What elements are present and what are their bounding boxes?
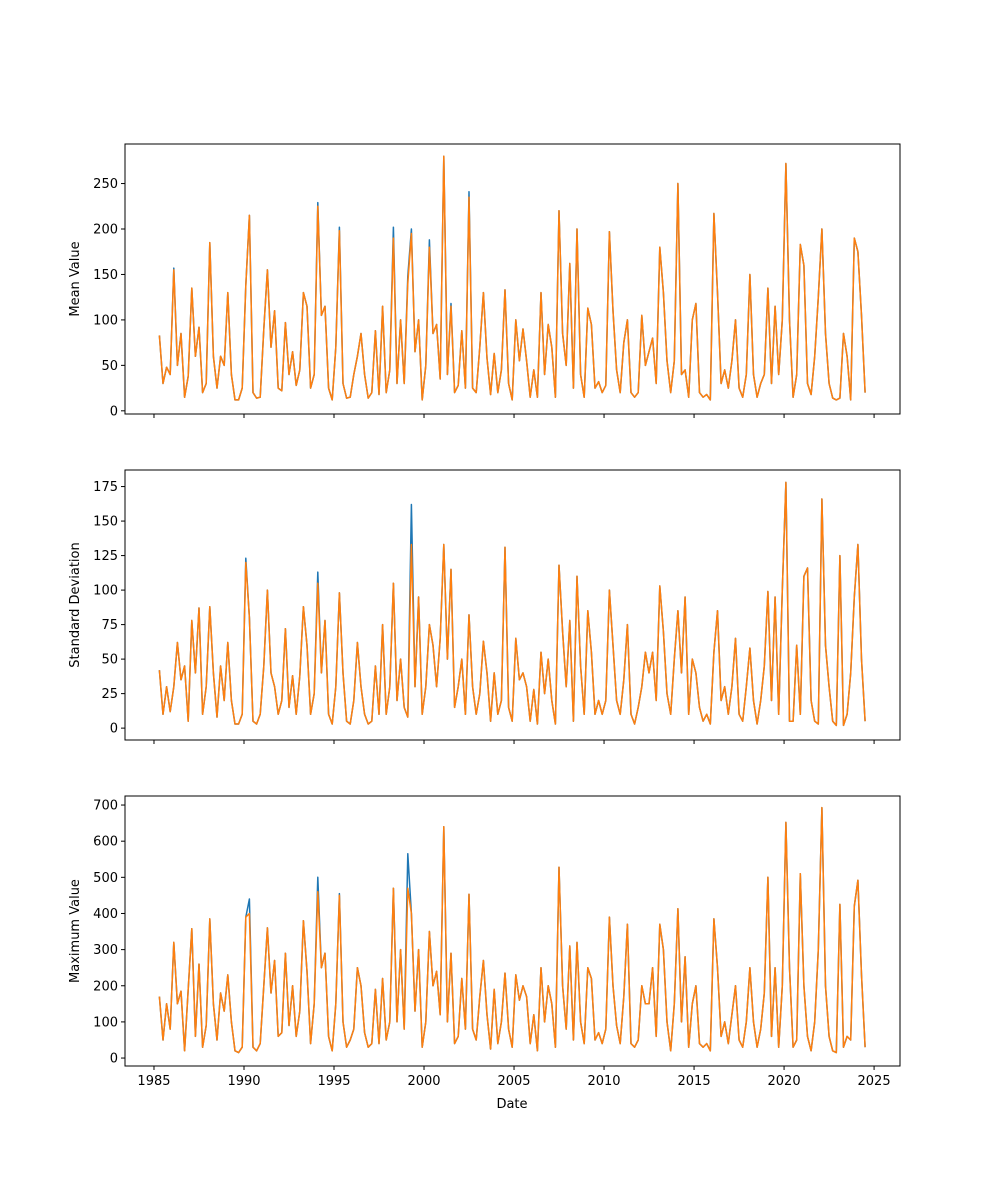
x-tick-label: 2015 bbox=[678, 1074, 711, 1089]
y-tick-label: 0 bbox=[110, 722, 118, 737]
y-tick-label: 50 bbox=[101, 359, 118, 374]
y-tick-label: 150 bbox=[93, 515, 118, 530]
axes-frame bbox=[124, 469, 901, 741]
x-tick-label: 2000 bbox=[407, 1074, 440, 1089]
axes-frame bbox=[124, 795, 901, 1067]
x-tick-label: 1990 bbox=[227, 1074, 260, 1089]
x-tick-label: 1995 bbox=[317, 1074, 350, 1089]
y-tick-label: 100 bbox=[93, 1015, 118, 1030]
y-tick-label: 175 bbox=[93, 480, 118, 495]
y-axis-label: Standard Deviation bbox=[68, 542, 83, 667]
subplot-3: 0 100 200 300 400 500 600 700 1985 1990 1995 2000 20… bbox=[68, 795, 901, 1089]
x-tick-label: 2025 bbox=[858, 1074, 891, 1089]
x-axis-label: Date bbox=[496, 1097, 527, 1112]
y-tick-label: 25 bbox=[101, 687, 118, 702]
y-tick-label: 700 bbox=[93, 799, 118, 814]
y-axis-label: Maximum Value bbox=[68, 879, 83, 983]
y-tick-label: 125 bbox=[93, 549, 118, 564]
y-tick-label: 50 bbox=[101, 653, 118, 668]
y-tick-label: 200 bbox=[93, 979, 118, 994]
series-2-line bbox=[158, 806, 866, 1054]
y-tick-label: 100 bbox=[93, 313, 118, 328]
x-tick-label: 1985 bbox=[137, 1074, 170, 1089]
y-tick-label: 100 bbox=[93, 584, 118, 599]
y-tick-label: 0 bbox=[110, 1052, 118, 1067]
series-2-line bbox=[158, 155, 866, 401]
y-tick-label: 250 bbox=[93, 177, 118, 192]
y-tick-label: 600 bbox=[93, 835, 118, 850]
y-tick-label: 400 bbox=[93, 907, 118, 922]
subplot-1: 0 50 100 150 200 250 Mean Value bbox=[68, 143, 901, 419]
y-tick-label: 500 bbox=[93, 871, 118, 886]
x-tick-label: 2010 bbox=[587, 1074, 620, 1089]
y-tick-label: 75 bbox=[101, 618, 118, 633]
subplot-2: 0 25 50 75 100 125 150 175 Standard Deviation bbox=[68, 469, 901, 744]
y-tick-label: 0 bbox=[110, 404, 118, 419]
y-tick-label: 150 bbox=[93, 268, 118, 283]
x-tick-label: 2005 bbox=[497, 1074, 530, 1089]
y-tick-label: 300 bbox=[93, 943, 118, 958]
y-tick-label: 200 bbox=[93, 223, 118, 238]
x-tick-label: 2020 bbox=[768, 1074, 801, 1089]
y-axis-label: Mean Value bbox=[68, 241, 83, 316]
series-2-line bbox=[158, 481, 866, 727]
axes-frame bbox=[124, 143, 901, 415]
